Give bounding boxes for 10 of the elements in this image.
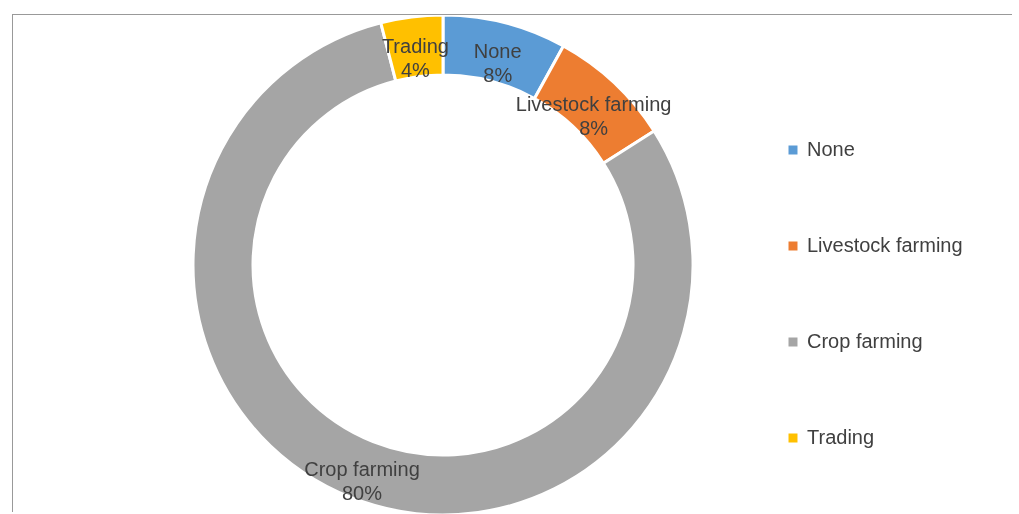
data-label: 4% bbox=[400, 58, 431, 81]
slice-label: Crop farming bbox=[304, 457, 420, 480]
data-label: 80% bbox=[342, 481, 383, 504]
data-label: 8% bbox=[579, 116, 609, 139]
legend-label: None bbox=[807, 138, 855, 160]
slice-label: None bbox=[473, 39, 522, 62]
legend-label: Crop farming bbox=[807, 330, 923, 352]
legend-label: Livestock farming bbox=[807, 234, 963, 256]
legend-label: Trading bbox=[807, 426, 875, 448]
data-label: 8% bbox=[483, 63, 513, 86]
